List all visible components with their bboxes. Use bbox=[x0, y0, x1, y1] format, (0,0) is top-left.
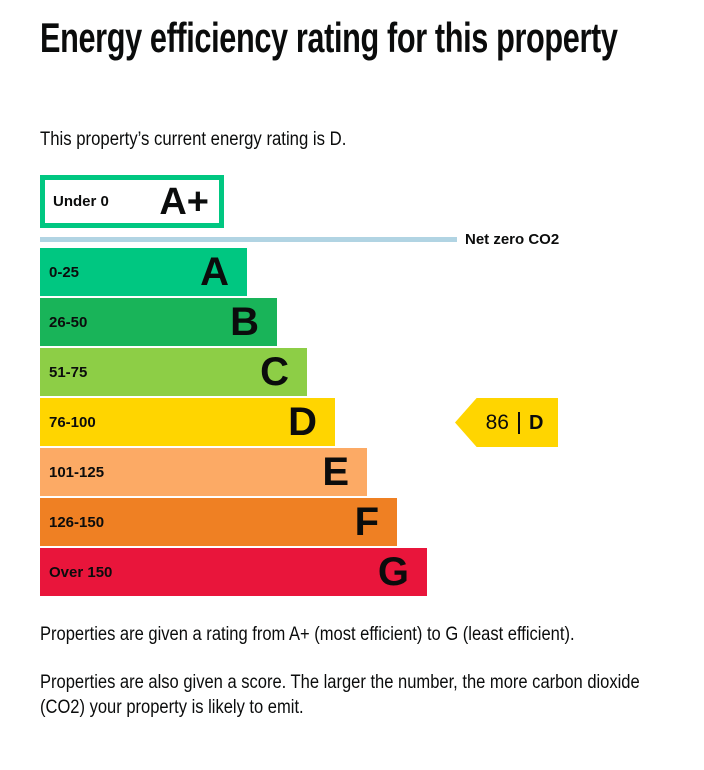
band-row-a: 0-25 A bbox=[40, 248, 247, 296]
band-letter: A bbox=[200, 250, 229, 294]
current-score: 86 bbox=[485, 411, 509, 434]
band-row-e: 101-125 E bbox=[40, 448, 367, 496]
net-zero-label: Net zero CO2 bbox=[465, 231, 560, 248]
band-row-d: 76-100 D bbox=[40, 398, 335, 446]
band-row-c: 51-75 C bbox=[40, 348, 307, 396]
band-range-label: 51-75 bbox=[49, 363, 88, 381]
band-range-label: 26-50 bbox=[49, 313, 88, 331]
current-rating-text: This property’s current energy rating is… bbox=[40, 129, 347, 150]
band-letter: D bbox=[288, 400, 317, 444]
band-range-label: 76-100 bbox=[49, 413, 96, 431]
band-letter: G bbox=[377, 550, 409, 594]
band-row-g: Over 150 G bbox=[40, 548, 427, 596]
page-title: Energy efficiency rating for this proper… bbox=[40, 14, 618, 61]
band-letter: A+ bbox=[159, 180, 209, 223]
rating-explainer-text: Properties are given a rating from A+ (m… bbox=[40, 624, 575, 645]
band-range-label: 101-125 bbox=[49, 463, 105, 481]
score-band-divider-line bbox=[517, 411, 520, 434]
band-letter: C bbox=[260, 350, 289, 394]
epc-bands: 0-25 A 26-50 B 51-75 C 76-100 D 101-125 E 126-150 F… bbox=[40, 248, 440, 598]
band-range-label: Over 150 bbox=[49, 563, 113, 581]
current-rating-pointer: 86 D bbox=[455, 398, 558, 447]
band-letter: E bbox=[322, 450, 349, 494]
band-letter: B bbox=[230, 300, 259, 344]
current-band-letter: D bbox=[528, 411, 544, 434]
band-row-a-plus: Under 0 A+ bbox=[40, 175, 224, 228]
band-range-label: Under 0 bbox=[53, 193, 109, 210]
band-range-label: 0-25 bbox=[49, 263, 80, 281]
net-zero-line bbox=[40, 237, 457, 242]
band-row-b: 26-50 B bbox=[40, 298, 277, 346]
score-explainer-text: Properties are also given a score. The l… bbox=[40, 672, 640, 718]
band-letter: F bbox=[354, 500, 379, 544]
band-row-f: 126-150 F bbox=[40, 498, 397, 546]
band-range-label: 126-150 bbox=[49, 513, 105, 531]
